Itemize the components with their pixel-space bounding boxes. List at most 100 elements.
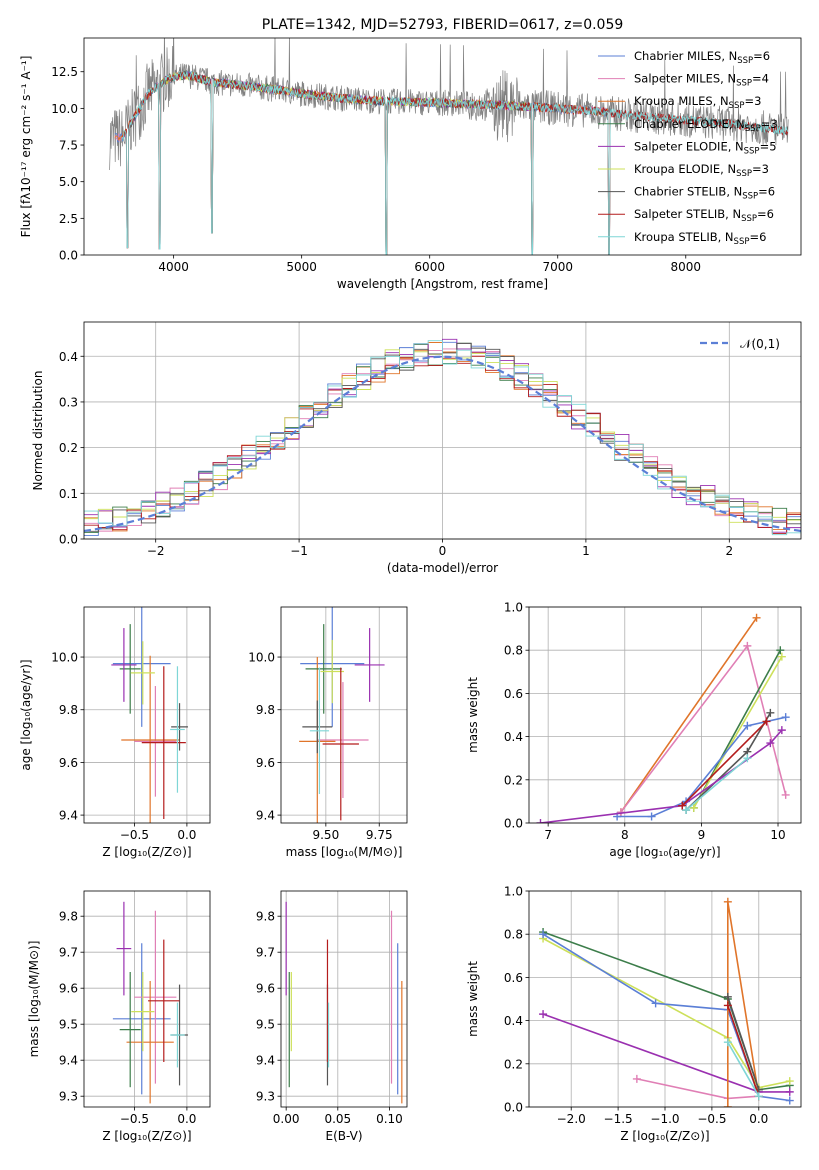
y-tick-label: 0.2	[504, 1057, 523, 1071]
marker-salp_stelib	[762, 717, 771, 726]
legend-text: Kroupa ELODIE, N	[634, 162, 736, 176]
legend-text: Kroupa MILES, N	[634, 94, 729, 108]
x-tick-label: −1	[290, 544, 308, 558]
y-tick-label: 0.1	[59, 487, 78, 501]
plot-area	[112, 901, 188, 1104]
marker-krou_miles	[723, 897, 732, 906]
y-tick-label: 0.6	[504, 687, 523, 701]
model-krou_stelib	[122, 70, 789, 255]
legend-tail: =3	[761, 117, 778, 131]
y-axis-label: age [log₁₀(age/yr)]	[19, 659, 33, 770]
y-tick-label: 0.4	[504, 1014, 523, 1028]
legend-label-chab_miles: Chabrier MILES, NSSP=6	[634, 49, 770, 66]
marker-chab_miles	[651, 999, 660, 1008]
x-tick-label: −0.5	[120, 828, 149, 842]
plot-area	[536, 613, 790, 823]
x-tick-label: 7000	[542, 260, 573, 274]
y-tick-label: 9.4	[256, 809, 275, 823]
y-tick-label: 5.0	[59, 175, 78, 189]
x-axis-label: E(B-V)	[325, 1129, 362, 1143]
panel-mw_vs_age: 7 8 9 10 0.0 0.2 0.4 0.6 0.8 1.0 age [log₁₀(age/yr…	[466, 601, 802, 859]
plot-area	[109, 38, 789, 255]
marker-chab_stelib	[766, 708, 775, 717]
x-axis-label: wavelength [Angstrom, rest frame]	[337, 277, 548, 291]
x-tick-label: 0	[439, 544, 447, 558]
y-tick-label: 9.7	[59, 946, 78, 960]
series-krou_miles	[620, 617, 758, 813]
series-chab_stelib	[685, 712, 772, 811]
series-krou_stelib	[685, 757, 748, 811]
y-tick-label: 9.7	[256, 946, 275, 960]
legend-text: Salpeter STELIB, N	[634, 207, 741, 221]
x-tick-label: −1.0	[650, 1112, 679, 1126]
legend-text: Salpeter ELODIE, N	[634, 139, 744, 153]
gaussian-curve	[84, 355, 801, 533]
marker-krou_stelib	[723, 1038, 732, 1047]
marker-krou_elodie	[785, 1077, 794, 1086]
legend-label-salp_miles: Salpeter MILES, NSSP=4	[634, 72, 769, 89]
series-salp_miles	[636, 1078, 759, 1100]
series-salp_stelib	[727, 1005, 760, 1097]
x-tick-label: 5000	[286, 260, 317, 274]
x-axis-label: Z [log₁₀(Z/Z⊙)]	[102, 1129, 191, 1143]
x-tick-label: 7	[544, 828, 552, 842]
y-tick-label: 9.6	[256, 756, 275, 770]
legend-text: Chabrier MILES, N	[634, 49, 737, 63]
legend-tail: =5	[760, 139, 777, 153]
y-axis-label: mass weight	[466, 961, 480, 1037]
legend-text: Chabrier ELODIE, N	[634, 117, 745, 131]
legend-tail: =6	[758, 185, 775, 199]
marker-krou_elodie	[689, 803, 698, 812]
x-tick-label: 2	[725, 544, 733, 558]
x-tick-label: 6000	[414, 260, 445, 274]
marker-salp_stelib	[678, 801, 687, 810]
y-tick-label: 10.0	[51, 102, 78, 116]
marker-krou_stelib	[743, 754, 752, 763]
legend-sub: SSP	[736, 79, 752, 89]
y-tick-label: 9.6	[59, 756, 78, 770]
y-tick-label: 0.0	[504, 817, 523, 831]
y-tick-label: 0.6	[504, 971, 523, 985]
legend-tail: =6	[757, 207, 774, 221]
panel-mass_vs_ebv: 0.00 0.05 0.10 9.3 9.4 9.5 9.6 9.7 9.8 E(B-V)	[256, 890, 408, 1143]
legend-sub: SSP	[742, 192, 758, 202]
y-tick-label: 9.4	[59, 1054, 78, 1068]
legend-tail: =3	[752, 162, 769, 176]
axes-frame	[83, 606, 211, 824]
plot-area	[111, 607, 188, 823]
y-tick-label: 9.6	[256, 982, 275, 996]
x-tick-label: 0.05	[324, 1112, 351, 1126]
axes-frame	[528, 606, 802, 824]
panel-mw_vs_Z: −2.0 −1.5 −1.0 −0.5 0.0 0.0 0.2 0.4 0.6 0.8 1.0 Z […	[466, 885, 802, 1143]
legend-tail: =4	[752, 72, 769, 86]
x-tick-label: 0.0	[749, 1112, 768, 1126]
x-axis-label: Z [log₁₀(Z/Z⊙)]	[620, 1129, 709, 1143]
y-tick-label: 0.8	[504, 644, 523, 658]
legend-text: Chabrier STELIB, N	[634, 185, 742, 199]
legend-sub: SSP	[745, 124, 761, 134]
y-tick-label: 2.5	[59, 212, 78, 226]
y-tick-label: 0.2	[59, 441, 78, 455]
panel-mass_vs_Z: −0.5 0.0 9.3 9.4 9.5 9.6 9.7 9.8 Z [log₁₀(Z/Z⊙)]…	[27, 890, 211, 1143]
marker-chab_miles	[743, 721, 752, 730]
marker-salp_elodie	[785, 1087, 794, 1096]
y-axis-label: mass [log₁₀(M/M⊙)]	[27, 941, 41, 1058]
plot-area	[285, 901, 403, 1104]
marker-salp_elodie	[536, 819, 545, 823]
y-tick-label: 0.3	[59, 395, 78, 409]
y-tick-label: 0.4	[504, 730, 523, 744]
x-tick-label: −0.5	[697, 1112, 726, 1126]
marker-salp_elodie	[766, 739, 775, 748]
y-axis-label: Normed distribution	[31, 371, 45, 491]
panel-spectrum: 4000 5000 6000 7000 8000 0.0 2.5 5.0 7.5 10.0 12.5…	[19, 17, 802, 291]
chart-title: PLATE=1342, MJD=52793, FIBERID=0617, z=0…	[262, 17, 624, 33]
y-tick-label: 9.8	[256, 910, 275, 924]
legend-label-salp_elodie: Salpeter ELODIE, NSSP=5	[634, 139, 777, 156]
series-krou_stelib	[727, 1041, 760, 1097]
y-tick-label: 9.8	[256, 703, 275, 717]
series-salp_stelib	[681, 720, 768, 807]
y-tick-label: 9.6	[59, 982, 78, 996]
legend-label-krou_miles: Kroupa MILES, NSSP=3	[634, 94, 761, 111]
x-tick-label: 8000	[670, 260, 701, 274]
